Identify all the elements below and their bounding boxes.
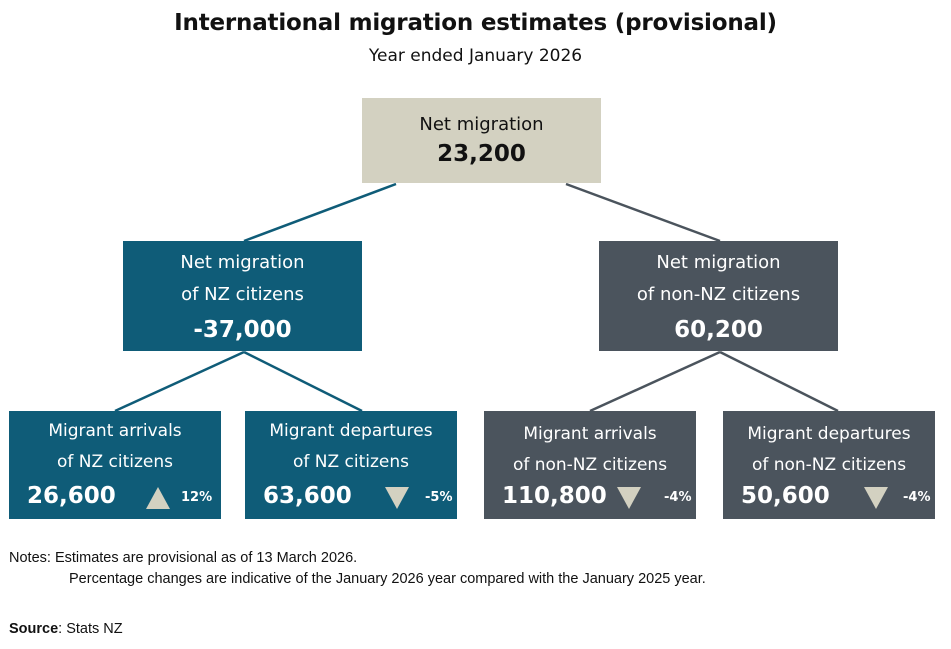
connector-nz-to-departures (243, 350, 363, 413)
non-nz-departures-node: Migrant departures of non-NZ citizens 50… (723, 411, 935, 519)
nz-citizens-node: Net migration of NZ citizens -37,000 (123, 241, 362, 351)
nz-arrivals-value: 26,600 (27, 483, 116, 509)
net-migration-value: 23,200 (437, 141, 526, 167)
non-nz-citizens-label: Net migration of non-NZ citizens (636, 252, 801, 305)
down-arrow-icon (864, 487, 888, 509)
non-nz-departures-value: 50,600 (741, 483, 830, 509)
non-nz-arrivals-change: -4% (664, 490, 692, 505)
nz-arrivals-change: 12% (181, 490, 213, 505)
up-arrow-icon (146, 487, 170, 509)
non-nz-arrivals-node: Migrant arrivals of non-NZ citizens 110,… (484, 411, 696, 519)
connector-non-nz-to-arrivals (589, 350, 721, 413)
connector-top-to-nz (243, 182, 397, 243)
net-migration-node: Net migration 23,200 (362, 98, 601, 183)
source: Source: Stats NZ (9, 621, 123, 637)
non-nz-arrivals-label: Migrant arrivals of non-NZ citizens (512, 424, 668, 475)
non-nz-citizens-node: Net migration of non-NZ citizens 60,200 (599, 241, 838, 351)
nz-citizens-value: -37,000 (193, 317, 292, 343)
notes-prefix: Notes: (9, 550, 51, 566)
down-arrow-icon (385, 487, 409, 509)
non-nz-citizens-value: 60,200 (674, 317, 763, 343)
nz-arrivals-label: Migrant arrivals of NZ citizens (48, 421, 182, 472)
net-migration-label: Net migration (419, 114, 544, 135)
non-nz-arrivals-value: 110,800 (502, 483, 607, 509)
non-nz-departures-label: Migrant departures of non-NZ citizens (747, 424, 911, 475)
connector-top-to-non-nz (565, 182, 721, 243)
connector-non-nz-to-departures (719, 350, 839, 413)
notes-line-2: Percentage changes are indicative of the… (69, 571, 706, 587)
nz-arrivals-node: Migrant arrivals of NZ citizens 26,600 1… (9, 411, 221, 519)
nz-departures-label: Migrant departures of NZ citizens (269, 421, 433, 472)
notes: Notes: Estimates are provisional as of 1… (9, 548, 706, 590)
source-label: Source (9, 621, 59, 637)
down-arrow-icon (617, 487, 641, 509)
nz-departures-node: Migrant departures of NZ citizens 63,600… (245, 411, 457, 519)
chart-title: International migration estimates (provi… (174, 10, 777, 36)
non-nz-departures-change: -4% (903, 490, 931, 505)
nz-departures-value: 63,600 (263, 483, 352, 509)
source-value: : Stats NZ (58, 621, 123, 637)
nz-departures-change: -5% (425, 490, 453, 505)
notes-line-1: Estimates are provisional as of 13 March… (54, 550, 358, 566)
nz-citizens-label: Net migration of NZ citizens (180, 252, 305, 305)
chart-subtitle: Year ended January 2026 (368, 46, 583, 66)
connector-nz-to-arrivals (114, 350, 245, 413)
